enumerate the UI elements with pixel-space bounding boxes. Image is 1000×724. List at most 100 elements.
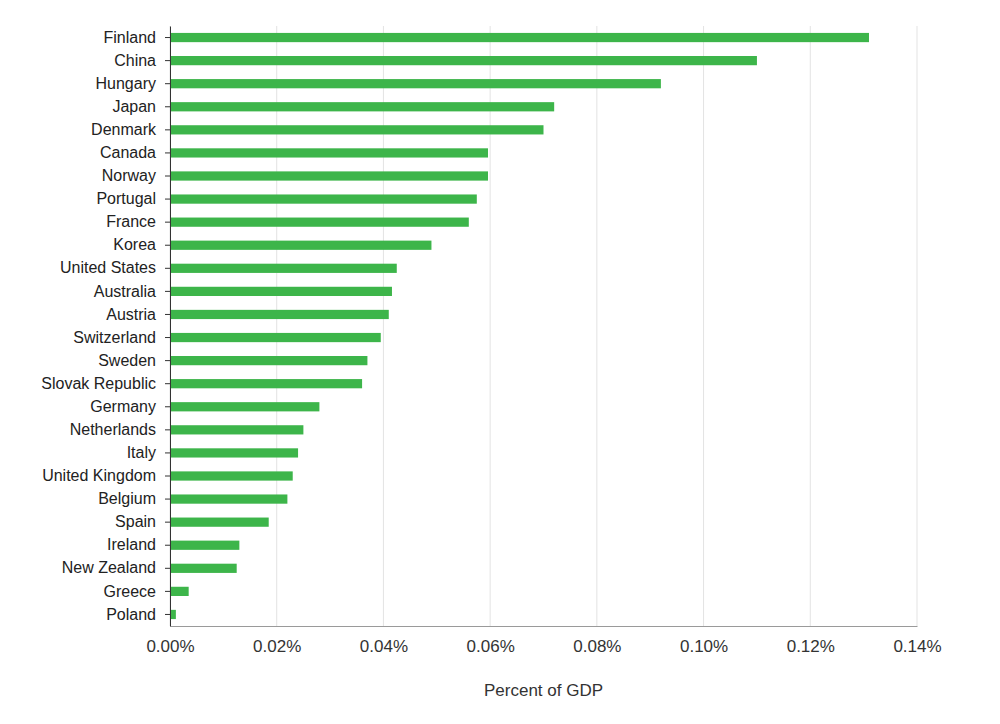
x-tick-label: 0.14%	[893, 637, 941, 656]
y-tick-mark	[165, 383, 170, 384]
y-tick-label: Austria	[106, 306, 156, 323]
bar	[170, 425, 303, 434]
y-tick-label: Switzerland	[73, 329, 156, 346]
y-tick: Poland	[106, 606, 170, 623]
x-tick-label: 0.08%	[573, 637, 621, 656]
x-tick-label: 0.02%	[253, 637, 301, 656]
y-tick-label: Netherlands	[70, 421, 156, 438]
y-tick-label: New Zealand	[62, 559, 156, 576]
y-tick: Korea	[113, 236, 170, 253]
grid-line	[703, 26, 704, 626]
y-tick: Australia	[94, 283, 170, 300]
y-tick-mark	[165, 199, 170, 200]
bar	[170, 379, 362, 388]
y-tick: Norway	[102, 167, 170, 184]
y-tick-label: Denmark	[91, 121, 157, 138]
bar	[170, 33, 869, 42]
y-tick-label: Poland	[106, 606, 156, 623]
y-tick-mark	[165, 222, 170, 223]
y-tick-mark	[165, 429, 170, 430]
y-axis: Finland China Hungary Japan Denmark Canada Nor…	[41, 27, 170, 627]
bar	[170, 218, 469, 227]
x-tick: 0.14%	[893, 626, 941, 656]
y-tick-mark	[165, 360, 170, 361]
y-tick-label: France	[106, 213, 156, 230]
bar	[170, 264, 397, 273]
y-tick-label: Sweden	[98, 352, 156, 369]
x-tick: 0.12%	[787, 626, 835, 656]
y-tick-mark	[165, 83, 170, 84]
x-tick: 0.06%	[467, 626, 515, 656]
y-tick-mark	[165, 129, 170, 130]
y-tick: Hungary	[96, 75, 170, 92]
x-tick: 0.08%	[573, 626, 621, 656]
y-tick-label: Slovak Republic	[41, 375, 156, 392]
bar	[170, 56, 757, 65]
grid	[170, 26, 917, 626]
y-tick-label: Belgium	[98, 490, 156, 507]
y-tick: Greece	[104, 583, 170, 600]
bar	[170, 471, 293, 480]
y-tick: Italy	[127, 444, 170, 461]
y-tick-mark	[165, 406, 170, 407]
y-tick-mark	[165, 452, 170, 453]
x-tick-label: 0.10%	[680, 637, 728, 656]
grid-line	[596, 26, 597, 626]
y-tick-mark	[165, 106, 170, 107]
y-tick-label: Germany	[90, 398, 156, 415]
x-axis-title: Percent of GDP	[484, 681, 603, 700]
y-tick-mark	[165, 37, 170, 38]
grid-line	[170, 26, 171, 626]
bar	[170, 333, 381, 342]
grid-line	[276, 26, 277, 626]
y-tick: Denmark	[91, 121, 170, 138]
bar	[170, 448, 298, 457]
bar	[170, 541, 239, 550]
y-tick-mark	[165, 476, 170, 477]
y-tick-label: Korea	[113, 236, 156, 253]
y-tick-mark	[165, 545, 170, 546]
y-tick-mark	[165, 314, 170, 315]
x-tick-label: 0.04%	[360, 637, 408, 656]
y-tick-mark	[165, 499, 170, 500]
y-tick: China	[114, 52, 170, 69]
y-tick: Ireland	[107, 536, 170, 553]
grid-line	[810, 26, 811, 626]
y-tick-mark	[165, 591, 170, 592]
y-tick-mark	[165, 337, 170, 338]
y-tick: United Kingdom	[42, 467, 170, 484]
y-tick-label: Finland	[104, 29, 156, 46]
bar	[170, 194, 477, 203]
bar	[170, 587, 189, 596]
y-tick-label: Australia	[94, 283, 156, 300]
y-tick: Finland	[104, 29, 170, 46]
bar	[170, 241, 431, 250]
y-tick-mark	[165, 268, 170, 269]
bar	[170, 518, 269, 527]
grid-line	[383, 26, 384, 626]
y-tick-mark	[165, 568, 170, 569]
y-tick: Spain	[115, 513, 170, 530]
y-tick-label: United States	[60, 259, 156, 276]
y-tick: Japan	[112, 98, 170, 115]
y-tick: Germany	[90, 398, 170, 415]
y-tick: Switzerland	[73, 329, 170, 346]
grid-line	[917, 26, 918, 626]
y-tick-label: United Kingdom	[42, 467, 156, 484]
y-tick-label: Italy	[127, 444, 156, 461]
y-tick: Slovak Republic	[41, 375, 170, 392]
bar	[170, 171, 488, 180]
y-tick-mark	[165, 522, 170, 523]
y-tick-mark	[165, 614, 170, 615]
y-tick-label: Japan	[112, 98, 156, 115]
bar	[170, 310, 389, 319]
y-tick-mark	[165, 245, 170, 246]
y-tick: Canada	[100, 144, 170, 161]
x-axis: 0.00%0.02%0.04%0.06%0.08%0.10%0.12%0.14%	[146, 626, 941, 656]
y-tick-label: China	[114, 52, 156, 69]
y-tick-label: Canada	[100, 144, 156, 161]
y-tick: Netherlands	[70, 421, 170, 438]
bar	[170, 402, 319, 411]
bar	[170, 148, 488, 157]
bar	[170, 125, 544, 134]
